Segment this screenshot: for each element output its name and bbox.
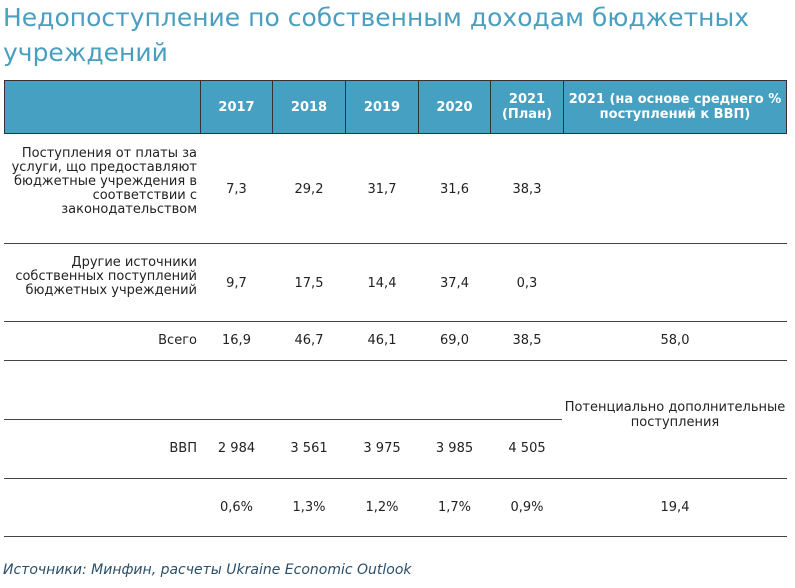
header-cell-2021-plan: 2021 (План) — [491, 81, 563, 133]
table-cell: 17,5 — [294, 276, 324, 291]
header-divider — [490, 80, 491, 134]
row-label-gdp: ВВП — [169, 441, 197, 456]
table-cell: 3 985 — [435, 441, 474, 456]
header-cell-empty — [5, 81, 200, 133]
table-cell: 16,9 — [222, 333, 251, 348]
table-cell: 3 975 — [363, 441, 401, 456]
table-cell: 19,4 — [660, 500, 690, 515]
source-note: Источники: Минфин, расчеты Ukraine Econo… — [3, 562, 412, 578]
table-cell: 38,3 — [512, 182, 542, 197]
table-cell: 1,7% — [437, 500, 472, 515]
row-divider — [4, 536, 787, 537]
table-cell: 31,6 — [440, 182, 469, 197]
table-cell: 46,7 — [294, 333, 324, 348]
row-divider — [4, 478, 787, 479]
table-cell: 7,3 — [226, 182, 247, 197]
row-label-total: Всего — [158, 333, 197, 348]
table-cell: 31,7 — [367, 182, 397, 197]
row-divider — [4, 243, 787, 244]
table-cell: 9,7 — [226, 276, 247, 291]
header-cell-2018: 2018 — [273, 81, 345, 133]
header-cell-2019: 2019 — [346, 81, 418, 133]
table-cell: 4 505 — [508, 441, 546, 456]
header-divider — [200, 80, 201, 134]
header-divider — [345, 80, 346, 134]
header-divider — [272, 80, 273, 134]
table-cell: 58,0 — [660, 333, 690, 348]
table-cell: 29,2 — [294, 182, 324, 197]
header-cell-2021-avg: 2021 (на основе среднего % поступлений к… — [564, 81, 786, 133]
table-cell: 38,5 — [512, 333, 542, 348]
table-cell: 0,3 — [516, 276, 538, 291]
row-label-services: Поступления от платы за услуги, що предо… — [11, 146, 197, 217]
table-cell: 37,4 — [440, 276, 469, 291]
page-title: Недопоступление по собственным доходам б… — [3, 3, 750, 67]
table-header-frame — [4, 80, 787, 134]
row-divider — [4, 419, 562, 420]
side-note-potential: Потенциально дополнительные поступления — [564, 400, 786, 430]
table-cell: 2 984 — [217, 441, 256, 456]
table-cell: 3 561 — [290, 441, 328, 456]
header-divider — [418, 80, 419, 134]
table-cell: 46,1 — [367, 333, 397, 348]
row-divider — [4, 321, 787, 322]
table-cell: 1,2% — [365, 500, 399, 515]
table-cell: 0,6% — [219, 500, 254, 515]
table-cell: 1,3% — [292, 500, 326, 515]
table-cell: 14,4 — [367, 276, 397, 291]
row-divider — [4, 360, 787, 361]
header-divider — [563, 80, 564, 134]
header-cell-2020: 2020 — [419, 81, 490, 133]
table-cell: 69,0 — [440, 333, 469, 348]
row-label-other-sources: Другие источники собственных поступлений… — [15, 255, 197, 298]
table-cell: 0,9% — [510, 500, 544, 515]
header-cell-2017: 2017 — [201, 81, 272, 133]
